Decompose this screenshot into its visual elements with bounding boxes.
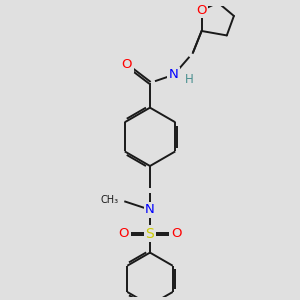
Text: N: N <box>145 203 155 216</box>
Text: O: O <box>118 227 129 240</box>
Text: H: H <box>185 73 194 85</box>
Text: N: N <box>169 68 179 81</box>
Text: O: O <box>196 4 207 17</box>
Text: S: S <box>146 227 154 241</box>
Text: O: O <box>171 227 181 240</box>
Text: O: O <box>122 58 132 71</box>
Text: CH₃: CH₃ <box>101 195 119 205</box>
